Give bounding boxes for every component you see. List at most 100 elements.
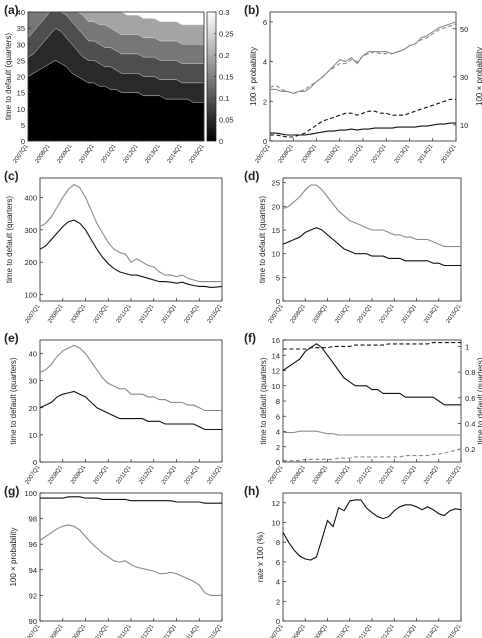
x-tick-label: 2007Q1 xyxy=(24,303,42,324)
panel-c: (c) 100 200 300 400 time to default (quarters… xyxy=(4,169,224,325)
x-tick-label: 2010Q1 xyxy=(93,464,111,485)
y-axis-label: 100 × probability xyxy=(475,47,482,106)
plot-frame xyxy=(39,177,223,302)
y-tick-label: 94 xyxy=(29,566,37,575)
colorbar-tick-label: 0.2 xyxy=(219,51,229,60)
x-tick-label: 2010Q1 xyxy=(324,143,342,164)
y-tick-label: 14 xyxy=(272,351,280,360)
x-tick-label: 2012Q1 xyxy=(371,143,389,164)
series-line-black-dashed xyxy=(283,342,461,350)
x-tick-label: 2008Q1 xyxy=(290,303,308,324)
y-tick-label: 25 xyxy=(17,56,25,65)
x-tick-label: 2014Q1 xyxy=(184,303,202,324)
x-tick-label: 2014Q1 xyxy=(423,623,441,638)
x-tick-label: 2010Q1 xyxy=(334,623,352,638)
y-axis-label: rate x 100 (%) xyxy=(256,532,265,583)
y-tick-label: 50 xyxy=(460,25,468,34)
x-tick-label: 2007Q1 xyxy=(267,464,285,485)
x-tick-label: 2010Q1 xyxy=(93,623,111,638)
y-axis-label: time to default (quarters) xyxy=(259,357,268,444)
y-tick-label: 12 xyxy=(272,367,280,376)
x-tick-label: 2008Q1 xyxy=(47,464,65,485)
y-tick-label: 0.6 xyxy=(465,394,475,403)
x-tick-label: 2015Q1 xyxy=(206,303,224,324)
y-tick-label: 0.4 xyxy=(465,419,475,428)
x-tick-label: 2010Q1 xyxy=(78,143,96,164)
y-axis-label: time to default (quarters) xyxy=(476,357,482,444)
panel-letter: (h) xyxy=(244,484,259,498)
x-tick-label: 2012Q1 xyxy=(138,623,156,638)
series-line-black-dashed xyxy=(270,98,456,138)
plot-frame xyxy=(39,492,223,622)
x-tick-label: 2013Q1 xyxy=(401,464,419,485)
x-tick-label: 2014Q1 xyxy=(166,143,184,164)
x-tick-label: 2015Q1 xyxy=(206,464,224,485)
y-axis-label: time to default (quarters) xyxy=(258,196,267,283)
x-tick-label: 2011Q1 xyxy=(357,623,374,638)
y-tick-label: 15 xyxy=(17,89,25,98)
x-tick-label: 2009Q1 xyxy=(70,464,88,485)
panel-letter: (f) xyxy=(244,331,256,345)
x-tick-label: 2012Q1 xyxy=(379,623,397,638)
series-line-black xyxy=(282,499,462,561)
x-tick-label: 2007Q1 xyxy=(267,303,285,324)
y-tick-label: 200 xyxy=(24,258,37,267)
colorbar-tick-label: 0 xyxy=(219,137,223,146)
series-line-black xyxy=(282,227,461,267)
y-tick-label: 10 xyxy=(460,121,468,130)
x-tick-label: 2012Q1 xyxy=(379,303,397,324)
x-tick-label: 2012Q1 xyxy=(122,143,140,164)
panel-letter: (b) xyxy=(244,3,259,17)
x-tick-label: 2015Q1 xyxy=(445,623,463,638)
panel-f: (f) 0 2 4 6 8 10 12 14 16 0.2 0.4 0.6 0.8 1 time to def… xyxy=(244,331,482,486)
x-tick-label: 2011Q1 xyxy=(116,303,133,324)
y-tick-label: 25 xyxy=(272,179,280,188)
series-line-grey xyxy=(39,183,222,283)
x-tick-label: 2011Q1 xyxy=(101,143,118,164)
y-tick-label: 12 xyxy=(272,499,280,508)
x-tick-label: 2009Q1 xyxy=(70,623,88,638)
y-tick-label: 6 xyxy=(263,18,267,27)
y-tick-label: 98 xyxy=(29,515,37,524)
y-tick-label: 92 xyxy=(29,591,37,600)
x-tick-label: 2012Q1 xyxy=(138,464,156,485)
y-tick-label: 10 xyxy=(272,519,280,528)
y-tick-label: 16 xyxy=(272,336,280,345)
contour-band xyxy=(27,60,205,142)
y-tick-label: 400 xyxy=(24,193,37,202)
x-tick-label: 2011Q1 xyxy=(348,143,365,164)
x-tick-label: 2008Q1 xyxy=(290,464,308,485)
y-tick-label: 1 xyxy=(465,342,469,351)
y-tick-label: 6 xyxy=(276,412,280,421)
y-tick-label: 0 xyxy=(263,137,267,146)
y-tick-label: 4 xyxy=(276,428,280,437)
y-tick-label: 20 xyxy=(272,202,280,211)
y-tick-label: 300 xyxy=(24,226,37,235)
x-tick-label: 2013Q1 xyxy=(401,623,419,638)
panel-e: (e) 0 10 20 30 40 time to default (quarters) 20… xyxy=(4,331,224,486)
y-tick-label: 15 xyxy=(272,226,280,235)
y-tick-label: 2 xyxy=(263,97,267,106)
y-tick-label: 40 xyxy=(29,350,37,359)
series-line-grey xyxy=(39,344,222,412)
series-line-grey-solid xyxy=(283,430,461,436)
x-tick-label: 2009Q1 xyxy=(301,143,319,164)
x-tick-label: 2008Q1 xyxy=(47,303,65,324)
x-tick-label: 2014Q1 xyxy=(184,464,202,485)
x-tick-label: 2009Q1 xyxy=(312,623,330,638)
panel-letter: (g) xyxy=(4,484,19,498)
y-tick-label: 4 xyxy=(263,58,267,67)
y-axis-label: time to default (quarters) xyxy=(9,357,18,444)
x-tick-label: 2010Q1 xyxy=(334,303,352,324)
series-line-grey-solid xyxy=(270,21,457,94)
x-tick-label: 2015Q1 xyxy=(206,623,224,638)
y-tick-label: 5 xyxy=(276,273,280,282)
y-axis-label: time to default (quarters) xyxy=(4,33,13,120)
x-tick-label: 2011Q1 xyxy=(357,464,374,485)
x-tick-label: 2010Q1 xyxy=(93,303,111,324)
x-tick-label: 2009Q1 xyxy=(70,303,88,324)
x-tick-label: 2013Q1 xyxy=(161,623,179,638)
